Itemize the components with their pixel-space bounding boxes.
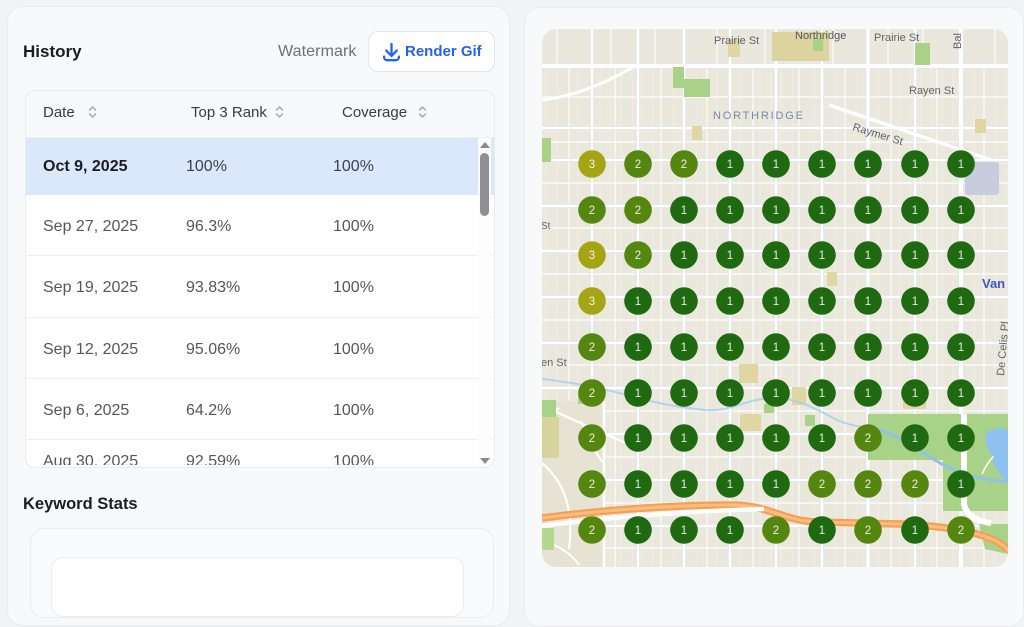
svg-text:1: 1 — [912, 433, 918, 445]
svg-text:2: 2 — [589, 205, 595, 217]
svg-text:2: 2 — [589, 479, 595, 491]
svg-text:1: 1 — [635, 479, 641, 491]
svg-text:1: 1 — [681, 388, 687, 400]
svg-text:1: 1 — [773, 250, 779, 262]
svg-text:1: 1 — [958, 296, 964, 308]
svg-text:1: 1 — [958, 342, 964, 354]
svg-text:2: 2 — [773, 525, 779, 537]
svg-text:1: 1 — [958, 205, 964, 217]
svg-text:1: 1 — [773, 205, 779, 217]
svg-text:1: 1 — [635, 342, 641, 354]
svg-text:2: 2 — [589, 342, 595, 354]
svg-text:1: 1 — [819, 250, 825, 262]
svg-text:3: 3 — [589, 296, 595, 308]
svg-text:1: 1 — [958, 433, 964, 445]
svg-text:3: 3 — [589, 250, 595, 262]
svg-text:2: 2 — [958, 525, 964, 537]
svg-text:1: 1 — [681, 433, 687, 445]
svg-text:1: 1 — [635, 296, 641, 308]
svg-text:1: 1 — [912, 342, 918, 354]
svg-text:2: 2 — [865, 479, 871, 491]
svg-text:Van N: Van N — [982, 276, 1008, 291]
svg-text:1: 1 — [958, 250, 964, 262]
svg-text:1: 1 — [912, 250, 918, 262]
svg-text:1: 1 — [958, 159, 964, 171]
svg-text:1: 1 — [727, 296, 733, 308]
svg-text:1: 1 — [819, 388, 825, 400]
svg-text:Rayen St: Rayen St — [909, 85, 954, 97]
svg-text:1: 1 — [958, 388, 964, 400]
svg-text:1: 1 — [819, 159, 825, 171]
svg-text:2: 2 — [589, 388, 595, 400]
svg-text:2: 2 — [589, 433, 595, 445]
svg-text:1: 1 — [773, 296, 779, 308]
svg-text:1: 1 — [958, 479, 964, 491]
svg-text:1: 1 — [727, 479, 733, 491]
svg-text:1: 1 — [912, 388, 918, 400]
svg-text:1: 1 — [727, 388, 733, 400]
svg-text:De Celis Pl: De Celis Pl — [995, 321, 1008, 376]
svg-text:en St: en St — [542, 357, 567, 369]
svg-text:1: 1 — [819, 342, 825, 354]
svg-text:1: 1 — [635, 433, 641, 445]
svg-text:1: 1 — [865, 250, 871, 262]
svg-text:2: 2 — [681, 159, 687, 171]
svg-text:1: 1 — [681, 342, 687, 354]
svg-text:St: St — [542, 221, 551, 232]
svg-text:1: 1 — [819, 296, 825, 308]
svg-text:3: 3 — [589, 159, 595, 171]
svg-text:2: 2 — [635, 205, 641, 217]
svg-text:1: 1 — [912, 296, 918, 308]
svg-text:1: 1 — [912, 205, 918, 217]
svg-text:1: 1 — [773, 479, 779, 491]
svg-text:1: 1 — [727, 433, 733, 445]
svg-text:1: 1 — [727, 159, 733, 171]
svg-text:2: 2 — [865, 525, 871, 537]
svg-text:2: 2 — [912, 479, 918, 491]
svg-text:1: 1 — [727, 205, 733, 217]
svg-text:1: 1 — [773, 342, 779, 354]
svg-text:1: 1 — [819, 433, 825, 445]
svg-text:1: 1 — [773, 159, 779, 171]
svg-text:1: 1 — [681, 525, 687, 537]
svg-text:1: 1 — [727, 525, 733, 537]
svg-text:1: 1 — [635, 388, 641, 400]
svg-text:1: 1 — [819, 205, 825, 217]
svg-text:1: 1 — [865, 388, 871, 400]
svg-text:1: 1 — [819, 525, 825, 537]
svg-text:1: 1 — [727, 250, 733, 262]
svg-text:NORTHRIDGE: NORTHRIDGE — [713, 110, 805, 122]
svg-text:1: 1 — [681, 479, 687, 491]
svg-text:Prairie St: Prairie St — [874, 32, 919, 44]
svg-text:1: 1 — [865, 342, 871, 354]
svg-text:Bal: Bal — [952, 33, 964, 49]
svg-text:2: 2 — [635, 159, 641, 171]
svg-text:1: 1 — [727, 342, 733, 354]
svg-text:1: 1 — [865, 205, 871, 217]
svg-text:1: 1 — [865, 159, 871, 171]
svg-text:1: 1 — [773, 433, 779, 445]
svg-text:2: 2 — [589, 525, 595, 537]
svg-text:2: 2 — [635, 250, 641, 262]
svg-text:1: 1 — [912, 159, 918, 171]
svg-text:Prairie St: Prairie St — [714, 35, 759, 47]
svg-text:1: 1 — [912, 525, 918, 537]
svg-text:1: 1 — [865, 296, 871, 308]
svg-text:1: 1 — [681, 296, 687, 308]
svg-text:1: 1 — [635, 525, 641, 537]
svg-text:1: 1 — [681, 205, 687, 217]
svg-text:1: 1 — [773, 388, 779, 400]
svg-text:2: 2 — [865, 433, 871, 445]
svg-text:1: 1 — [681, 250, 687, 262]
svg-text:Northridge: Northridge — [795, 30, 846, 42]
svg-text:2: 2 — [819, 479, 825, 491]
